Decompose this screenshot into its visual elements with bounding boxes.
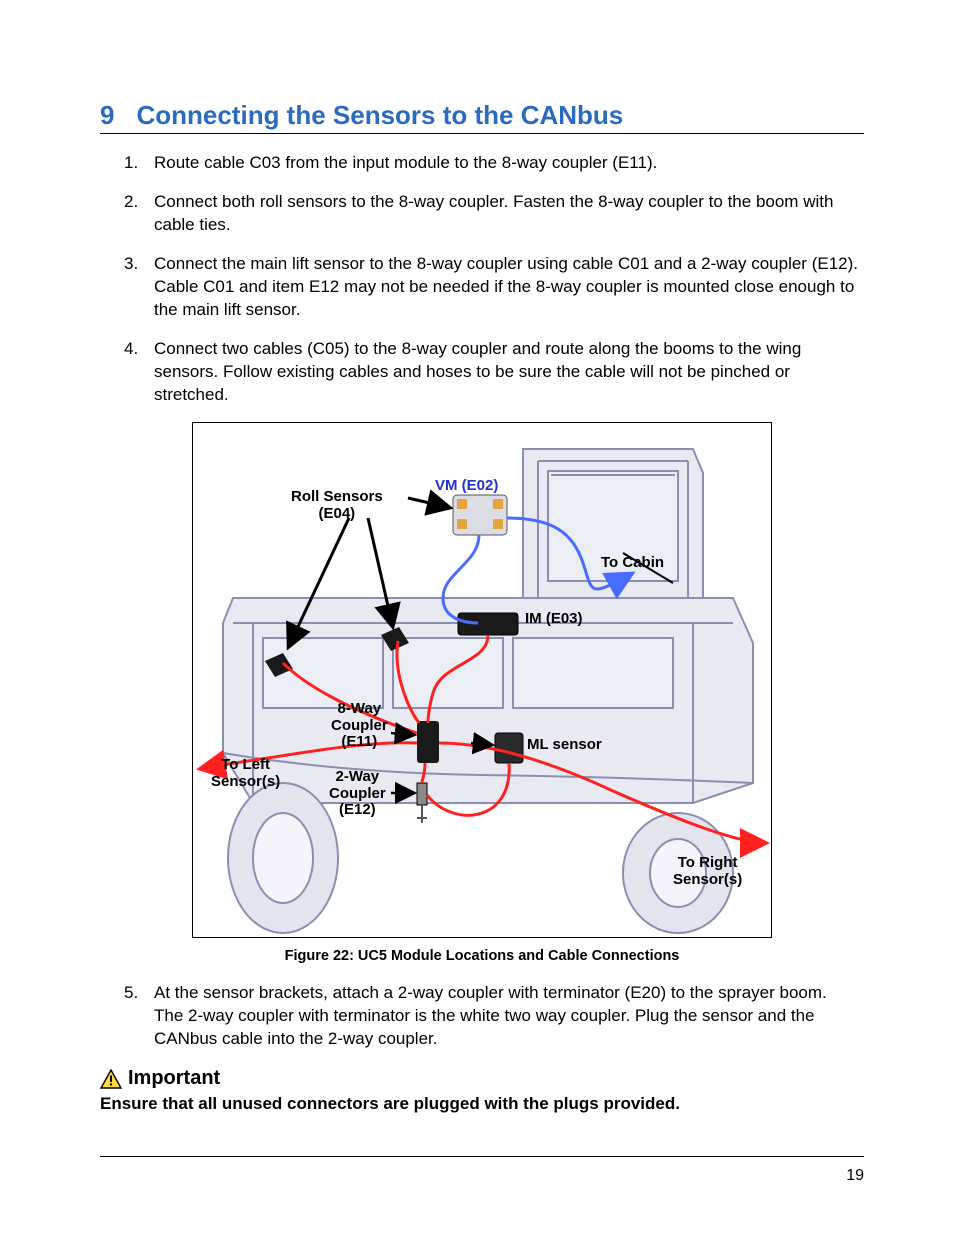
steps-list: 1. Route cable C03 from the input module … — [100, 152, 864, 406]
step-1: 1. Route cable C03 from the input module … — [124, 152, 858, 175]
step-5: 5.At the sensor brackets, attach a 2-way… — [124, 982, 858, 1051]
figure-caption: Figure 22: UC5 Module Locations and Cabl… — [285, 948, 680, 964]
step-number: 3. — [124, 253, 144, 322]
steps-list-continued: 5.At the sensor brackets, attach a 2-way… — [100, 982, 864, 1051]
im-module — [458, 613, 518, 635]
vm-module — [453, 495, 507, 535]
step-number: 2. — [124, 191, 144, 237]
step-2: 2.Connect both roll sensors to the 8-way… — [124, 191, 858, 237]
heading-number: 9 — [100, 100, 114, 131]
label-to-right: To Right Sensor(s) — [673, 855, 742, 888]
eight-way-coupler — [417, 721, 439, 763]
heading-title: Connecting the Sensors to the CANbus — [136, 100, 623, 131]
step-text: Connect the main lift sensor to the 8-wa… — [154, 253, 858, 322]
footer-rule — [100, 1156, 864, 1157]
ensure-text: Ensure that all unused connectors are pl… — [100, 1094, 864, 1114]
step-text: At the sensor brackets, attach a 2-way c… — [154, 982, 858, 1051]
important-callout: Important — [100, 1067, 864, 1090]
step-number: 4. — [124, 338, 144, 407]
section-heading: 9 Connecting the Sensors to the CANbus — [100, 100, 864, 134]
step-text: Connect both roll sensors to the 8-way c… — [154, 191, 858, 237]
two-way-coupler — [417, 783, 427, 823]
step-number: 1. — [124, 152, 144, 175]
ml-sensor — [495, 733, 523, 763]
step-text: Route cable C03 from the input module to… — [154, 152, 657, 175]
label-roll-sensors: Roll Sensors (E04) — [291, 489, 383, 522]
label-to-left: To Left Sensor(s) — [211, 757, 280, 790]
step-number: 5. — [124, 982, 144, 1051]
label-to-cabin: To Cabin — [601, 555, 664, 572]
label-2way: 2-Way Coupler (E12) — [329, 769, 386, 819]
label-im: IM (E03) — [525, 611, 583, 628]
figure-box: VM (E02) Roll Sensors (E04) To Cabin IM … — [192, 422, 772, 938]
label-8way: 8-Way Coupler (E11) — [331, 701, 388, 751]
important-label: Important — [128, 1067, 220, 1090]
label-ml: ML sensor — [527, 737, 602, 754]
warning-icon — [100, 1069, 122, 1089]
step-3: 3.Connect the main lift sensor to the 8-… — [124, 253, 858, 322]
page-number: 19 — [846, 1167, 864, 1185]
figure-22: VM (E02) Roll Sensors (E04) To Cabin IM … — [100, 422, 864, 964]
step-text: Connect two cables (C05) to the 8-way co… — [154, 338, 858, 407]
label-vm: VM (E02) — [435, 478, 498, 495]
step-4: 4.Connect two cables (C05) to the 8-way … — [124, 338, 858, 407]
